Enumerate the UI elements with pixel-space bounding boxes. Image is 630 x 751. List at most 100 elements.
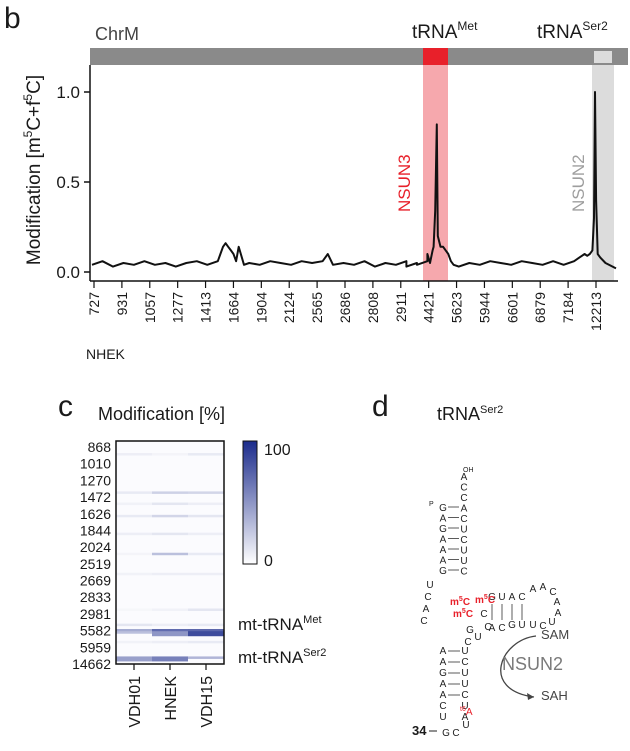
trna-ser2-label: tRNASer2 [537,19,608,43]
trna-met-label: tRNAMet [412,19,478,43]
y-tick-label: 0.5 [56,173,80,192]
heatmap-cell [152,552,188,556]
nucleotide: U [426,580,433,591]
heatmap-cell [152,656,188,662]
nucleotide: C [461,657,468,668]
nucleotide: U [548,617,555,628]
heatmap-cell [188,491,224,494]
heatmap-cell [188,502,224,506]
nucleotide: A [423,604,430,615]
nucleotide: A [555,608,562,619]
nucleotide: A [462,712,469,723]
heatmap-cell [116,552,152,556]
heatmap-column-label: VDH15 [199,676,216,728]
panel-b-letter: b [4,2,21,35]
heatmap-cell [188,532,224,536]
nucleotide: A [440,556,447,567]
heatmap-row-label: 2024 [80,539,111,555]
heatmap-cell [188,640,224,644]
x-tick-label: 6601 [504,292,520,323]
sam-label: SAM [541,627,569,642]
heatmap-cell [116,491,152,494]
y-ticks: 0.0 0.5 1.0 [56,83,90,282]
nucleotide: U [439,712,446,723]
nucleotide: A [440,657,447,668]
nucleotide: A [540,582,547,593]
y-tick-label: 0.0 [56,263,80,282]
nucleotide: A [440,690,447,701]
heatmap-cell [152,502,188,506]
heatmap-cell [152,608,188,611]
nucleotide: G [466,625,474,636]
reaction-arrow [500,635,537,698]
nucleotide: U [460,525,467,536]
nucleotide: C [439,701,446,712]
heatmap-row-label: 14662 [72,656,111,672]
x-tick-label: 727 [86,292,102,316]
heatmap-row-label: 2519 [80,556,111,572]
nucleotide: C [549,587,556,598]
heatmap-cell [116,453,152,456]
chromosome-label: ChrM [95,24,139,44]
nucleotide: U [529,620,536,631]
heatmap-cells [116,453,224,662]
heatmap-cell [152,572,188,576]
heatmap-cell [188,608,224,611]
heatmap-cell [188,514,224,518]
heatmap-cell [188,656,224,659]
heatmap-column-label: VDH01 [127,676,144,728]
colorbar-ticks: 100 0 [264,442,291,570]
nucleotide: G [439,566,447,577]
heatmap-row-label: 5582 [80,623,111,639]
p-label: P [429,501,434,508]
heatmap-column-labels: VDH01 HNEK VDH15 [127,664,216,728]
heatmap-cell [152,631,188,637]
heatmap-row-label: 1270 [80,472,111,488]
nucleotide: A [440,514,447,525]
nucleotide: G [442,728,450,739]
m5c-mod-2: m5C [475,594,495,606]
t6a-label: t6A [460,706,473,718]
nucleotide: G [439,524,447,535]
nucleotide: A [461,472,468,483]
heatmap-cell [188,572,224,576]
x-tick-label: 1277 [170,292,186,323]
x-tick-label: 1413 [198,292,214,323]
heatmap-row-label: 868 [88,439,112,455]
heatmap-cell [188,552,224,556]
nucleotide: C [424,592,431,603]
nucleotide: G [439,503,447,514]
x-ticks: 727 931 1057 1277 1413 1664 1904 2124 2565 2686 28… [86,281,604,331]
x-tick-label: 4421 [421,292,437,323]
colorbar [242,440,258,565]
sample-label: NHEK [86,346,126,362]
x-tick-label: 7184 [560,292,576,323]
x-tick-label: 5944 [476,292,492,323]
heatmap-cell [116,628,152,632]
heatmap-cell [152,491,188,494]
mt-trna-ser2-label: mt-tRNASer2 [238,647,326,667]
nucleotide: U [474,632,481,643]
heatmap-cell [188,623,224,627]
x-tick-label: 931 [114,292,130,316]
nucleotide: U [460,546,467,557]
nucleotide: C [518,592,525,603]
trna-met-marker [423,48,448,65]
oh-label: OH [463,467,474,474]
y-axis-label: Modification [m5C+f5C] [21,75,45,265]
x-tick-label: 2808 [365,292,381,323]
nucleotide: U [462,720,469,731]
x-tick-label: 5623 [449,292,465,323]
nucleotide: C [460,514,467,525]
nucleotide: G [488,592,496,603]
m5c-mod-3: m5C [453,608,473,620]
position-34-label: 34 [412,723,427,738]
heatmap-cell [188,631,224,637]
heatmap-row-label: 2981 [80,606,111,622]
nucleotide: C [420,616,427,627]
heatmap-cell [152,623,188,627]
heatmap-cell [116,608,152,611]
m5c-mod-1: m5C [450,596,470,608]
